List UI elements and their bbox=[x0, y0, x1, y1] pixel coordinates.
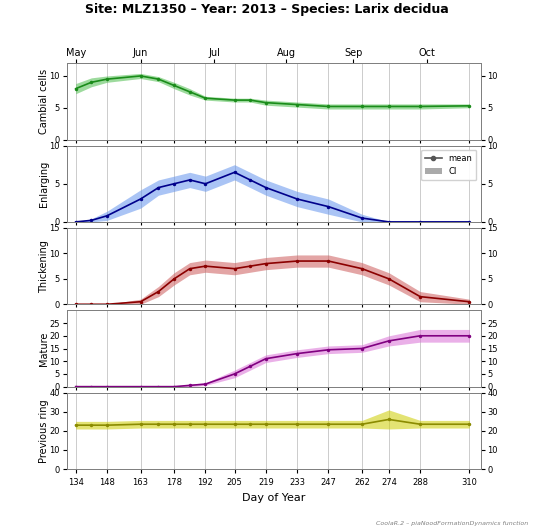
Legend: mean, CI: mean, CI bbox=[421, 150, 476, 180]
Text: CoolaR.2 – piaNoodFormationDynamics function: CoolaR.2 – piaNoodFormationDynamics func… bbox=[376, 521, 529, 526]
X-axis label: Day of Year: Day of Year bbox=[242, 493, 305, 503]
Y-axis label: Enlarging: Enlarging bbox=[39, 161, 49, 207]
Y-axis label: Previous ring: Previous ring bbox=[38, 399, 49, 463]
Y-axis label: Cambial cells: Cambial cells bbox=[39, 69, 49, 134]
Text: Site: MLZ1350 – Year: 2013 – Species: Larix decidua: Site: MLZ1350 – Year: 2013 – Species: La… bbox=[85, 3, 449, 16]
Y-axis label: Thickening: Thickening bbox=[39, 240, 49, 292]
Y-axis label: Mature: Mature bbox=[39, 331, 49, 366]
